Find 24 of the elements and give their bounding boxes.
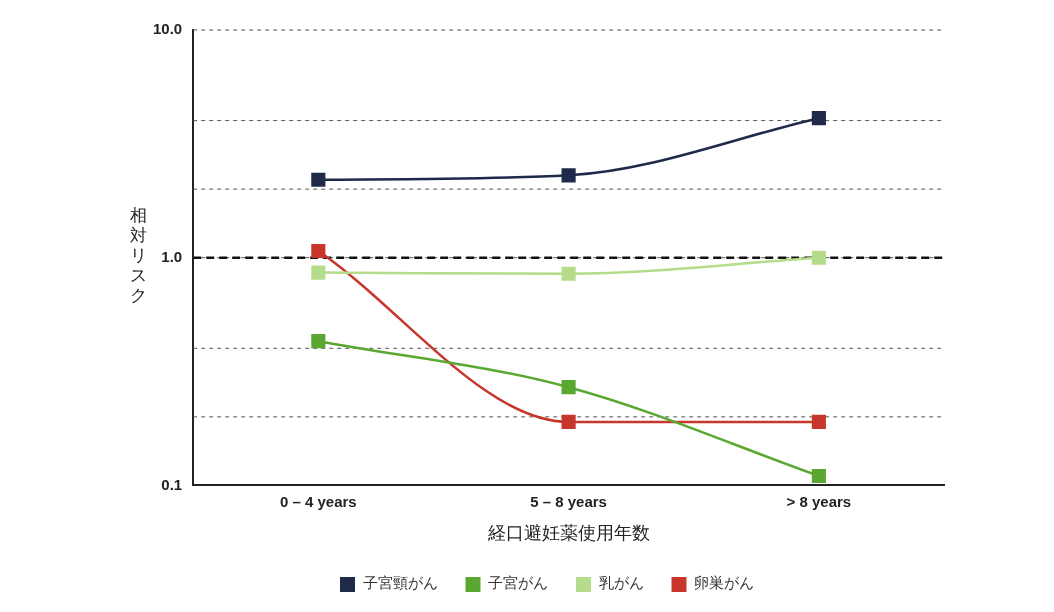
legend-label: 卵巣がん <box>694 574 754 593</box>
point <box>811 414 826 429</box>
legend-label: 子宮頸がん <box>362 574 438 593</box>
point <box>311 265 326 280</box>
point <box>561 380 576 395</box>
point <box>561 168 576 183</box>
point <box>811 250 826 265</box>
legend-label: 乳がん <box>598 574 644 593</box>
x-tick-label: 5 – 8 years <box>530 492 607 510</box>
point <box>561 266 576 281</box>
legend-label: 子宮がん <box>488 574 548 593</box>
point <box>811 468 826 484</box>
x-tick-label: 0 – 4 years <box>279 492 357 510</box>
y-tick-label: 1.0 <box>161 247 183 265</box>
y-axis-title: 相対リスク <box>128 205 148 305</box>
x-axis-title: 経口避妊薬使用年数 <box>486 521 650 543</box>
point <box>311 243 326 259</box>
x-tick-label: > 8 years <box>786 492 852 510</box>
point <box>311 172 326 187</box>
point <box>561 414 576 429</box>
point <box>811 111 826 126</box>
y-tick-label: 10.0 <box>152 20 183 38</box>
point <box>311 334 326 349</box>
y-tick-label: 0.1 <box>161 475 183 493</box>
